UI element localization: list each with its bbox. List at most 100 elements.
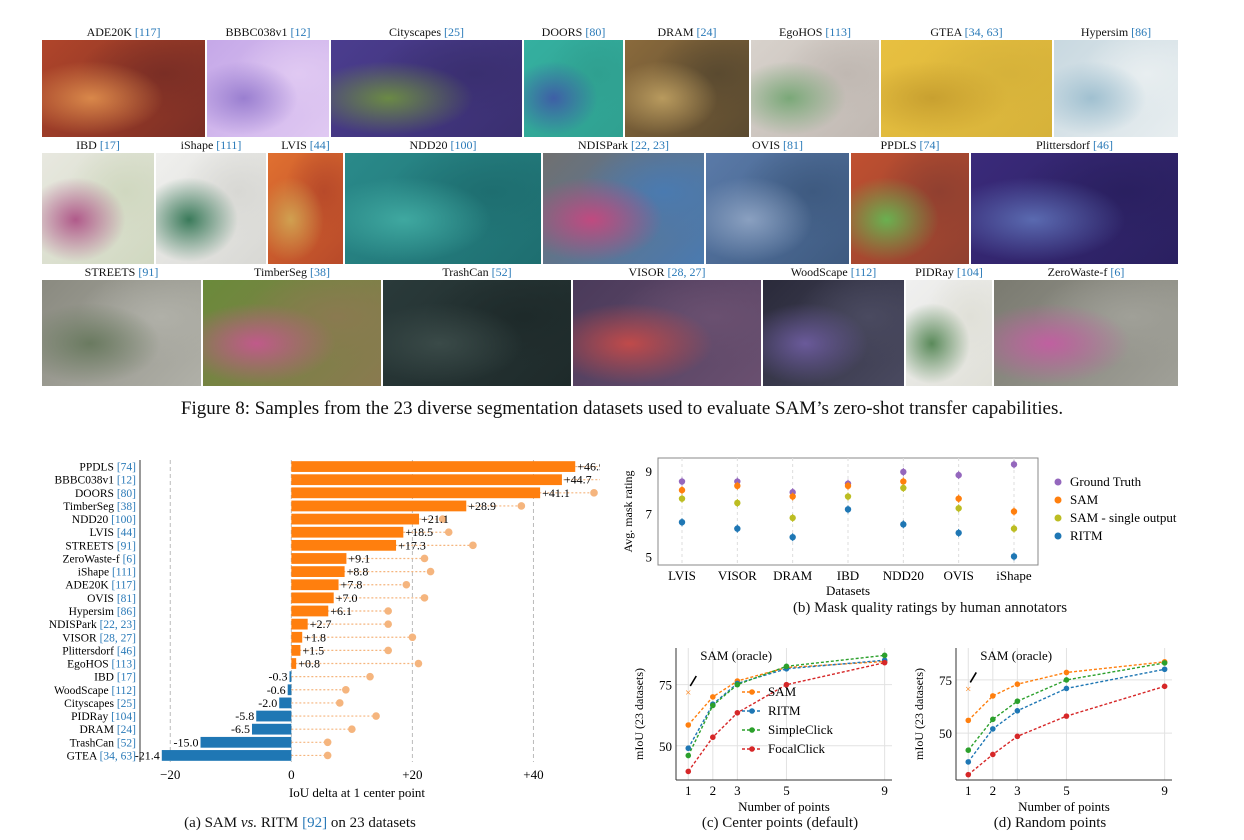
oracle-point xyxy=(438,515,447,523)
dataset-sample-image xyxy=(42,40,205,137)
dataset-name: DOORS xyxy=(541,25,586,39)
series-point-ritm xyxy=(1161,666,1168,673)
delta-bar xyxy=(291,605,329,617)
series-point-ritm xyxy=(990,726,996,732)
chart-b-xtick-label: iShape xyxy=(996,568,1032,583)
series-point-simpleclick xyxy=(990,716,996,723)
delta-bar xyxy=(291,461,576,472)
dataset-citation: [6] xyxy=(1110,265,1125,279)
category-cite: [38] xyxy=(117,501,136,513)
category-name: STREETS xyxy=(65,540,116,552)
oracle-annotation: SAM (oracle) xyxy=(700,648,772,663)
delta-bar xyxy=(291,487,541,499)
dataset-tile-label: IBD [17] xyxy=(42,138,154,152)
dataset-name: ZeroWaste-f xyxy=(1047,265,1111,279)
dataset-citation: [91] xyxy=(138,265,159,279)
legend-label-sam-single-output: SAM - single output xyxy=(1070,510,1177,525)
dataset-category-label: LVIS [44] xyxy=(89,527,136,539)
bar-value-label: -2.0 xyxy=(258,696,277,710)
delta-bar xyxy=(200,736,292,748)
dataset-tile-label: Plittersdorf [46] xyxy=(971,138,1178,152)
category-name: OVIS xyxy=(87,593,117,605)
oracle-point xyxy=(420,554,429,563)
oracle-arrow xyxy=(969,672,977,683)
dataset-sample-image xyxy=(1054,40,1178,137)
series-point-sam xyxy=(1014,681,1021,687)
dataset-citation: [100] xyxy=(450,138,477,152)
chart-b-xtick-label: DRAM xyxy=(773,568,812,583)
series-point-sam xyxy=(685,722,692,728)
oracle-point xyxy=(323,738,332,747)
xtick-label: 3 xyxy=(1014,783,1021,798)
ytick-label: 50 xyxy=(659,739,672,754)
caption-vs: vs. xyxy=(240,815,258,831)
dataset-category-label: ZeroWaste-f [6] xyxy=(63,553,136,565)
legend-marker-simpleclick xyxy=(749,727,755,733)
legend-marker-focalclick xyxy=(749,746,755,752)
dataset-category-label: DRAM [24] xyxy=(79,724,136,736)
xtick-label: 5 xyxy=(783,783,790,798)
category-name: ADE20K xyxy=(65,580,111,592)
delta-bar xyxy=(289,671,292,683)
category-name: GTEA xyxy=(67,750,100,762)
chart-a-xtick-label: −20 xyxy=(160,767,180,782)
bar-value-label: +0.8 xyxy=(298,657,320,671)
ylabel: mIoU (23 datasets) xyxy=(912,668,926,760)
dataset-category-label: TimberSeg [38] xyxy=(63,501,136,513)
dataset-tile-woodscape: WoodScape [112] xyxy=(763,265,904,386)
dataset-category-label: PPDLS [74] xyxy=(79,462,136,474)
dataset-tile-label: PIDRay [104] xyxy=(906,265,992,279)
figure-8-caption: Figure 8: Samples from the 23 diverse se… xyxy=(180,398,1064,419)
dataset-citation: [44] xyxy=(309,138,330,152)
oracle-point xyxy=(384,620,392,628)
dataset-category-label: NDD20 [100] xyxy=(72,514,136,526)
category-name: VISOR xyxy=(62,632,99,644)
dataset-citation: [38] xyxy=(309,265,330,279)
bar-value-label: +6.1 xyxy=(330,604,352,618)
bar-value-label: +7.0 xyxy=(336,591,358,605)
dataset-name: IBD xyxy=(76,138,100,152)
dataset-tile-label: Cityscapes [25] xyxy=(331,25,522,39)
dataset-category-label: Plittersdorf [46] xyxy=(62,645,136,657)
dataset-sample-image xyxy=(345,153,541,264)
legend-label-simpleclick: SimpleClick xyxy=(768,722,834,737)
dataset-sample-image xyxy=(625,40,749,137)
category-cite: [17] xyxy=(117,672,136,684)
dataset-category-label: Cityscapes [25] xyxy=(64,698,136,710)
delta-bar xyxy=(279,697,292,709)
delta-bar xyxy=(287,684,292,696)
category-cite: [6] xyxy=(123,553,136,565)
dataset-name: Plittersdorf xyxy=(1036,138,1093,152)
category-name: LVIS xyxy=(89,527,116,539)
delta-bar xyxy=(256,710,292,722)
legend-marker-ritm xyxy=(1054,532,1062,540)
caption-suffix: on 23 datasets xyxy=(327,815,416,831)
dataset-name: NDD20 xyxy=(409,138,451,152)
dataset-name: TrashCan xyxy=(442,265,492,279)
category-cite: [28, 27] xyxy=(100,632,136,644)
dataset-tile-lvis: LVIS [44] xyxy=(268,138,343,264)
dataset-tile-label: STREETS [91] xyxy=(42,265,201,279)
delta-bar xyxy=(291,539,397,551)
dataset-category-label: VISOR [28, 27] xyxy=(62,632,136,644)
category-name: Plittersdorf xyxy=(62,645,117,657)
dataset-sample-image xyxy=(207,40,329,137)
series-point-focalclick xyxy=(881,659,888,666)
dataset-citation: [113] xyxy=(825,25,851,39)
series-point-simpleclick xyxy=(1014,698,1021,705)
chart-a-xlabel: IoU delta at 1 center point xyxy=(289,785,425,800)
xtick-label: 2 xyxy=(710,783,717,798)
category-cite: [100] xyxy=(111,514,136,526)
dataset-tile-label: ADE20K [117] xyxy=(42,25,205,39)
dataset-sample-image xyxy=(268,153,343,264)
dataset-category-label: GTEA [34, 63] xyxy=(67,750,136,762)
category-cite: [24] xyxy=(117,724,136,736)
legend-marker-sam xyxy=(1054,496,1062,504)
dataset-tile-label: Hypersim [86] xyxy=(1054,25,1178,39)
oracle-point xyxy=(408,633,417,642)
xtick-label: 3 xyxy=(734,783,741,798)
series-point-sam xyxy=(710,694,716,700)
series-point-sam xyxy=(990,693,996,699)
category-name: TimberSeg xyxy=(63,501,117,513)
ytick-label: 75 xyxy=(659,678,672,693)
